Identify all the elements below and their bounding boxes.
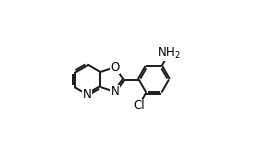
Text: O: O [110,61,119,74]
Text: Cl: Cl [133,99,145,112]
Text: N: N [110,85,119,98]
Text: N: N [83,88,92,101]
Text: NH$_2$: NH$_2$ [157,46,181,61]
